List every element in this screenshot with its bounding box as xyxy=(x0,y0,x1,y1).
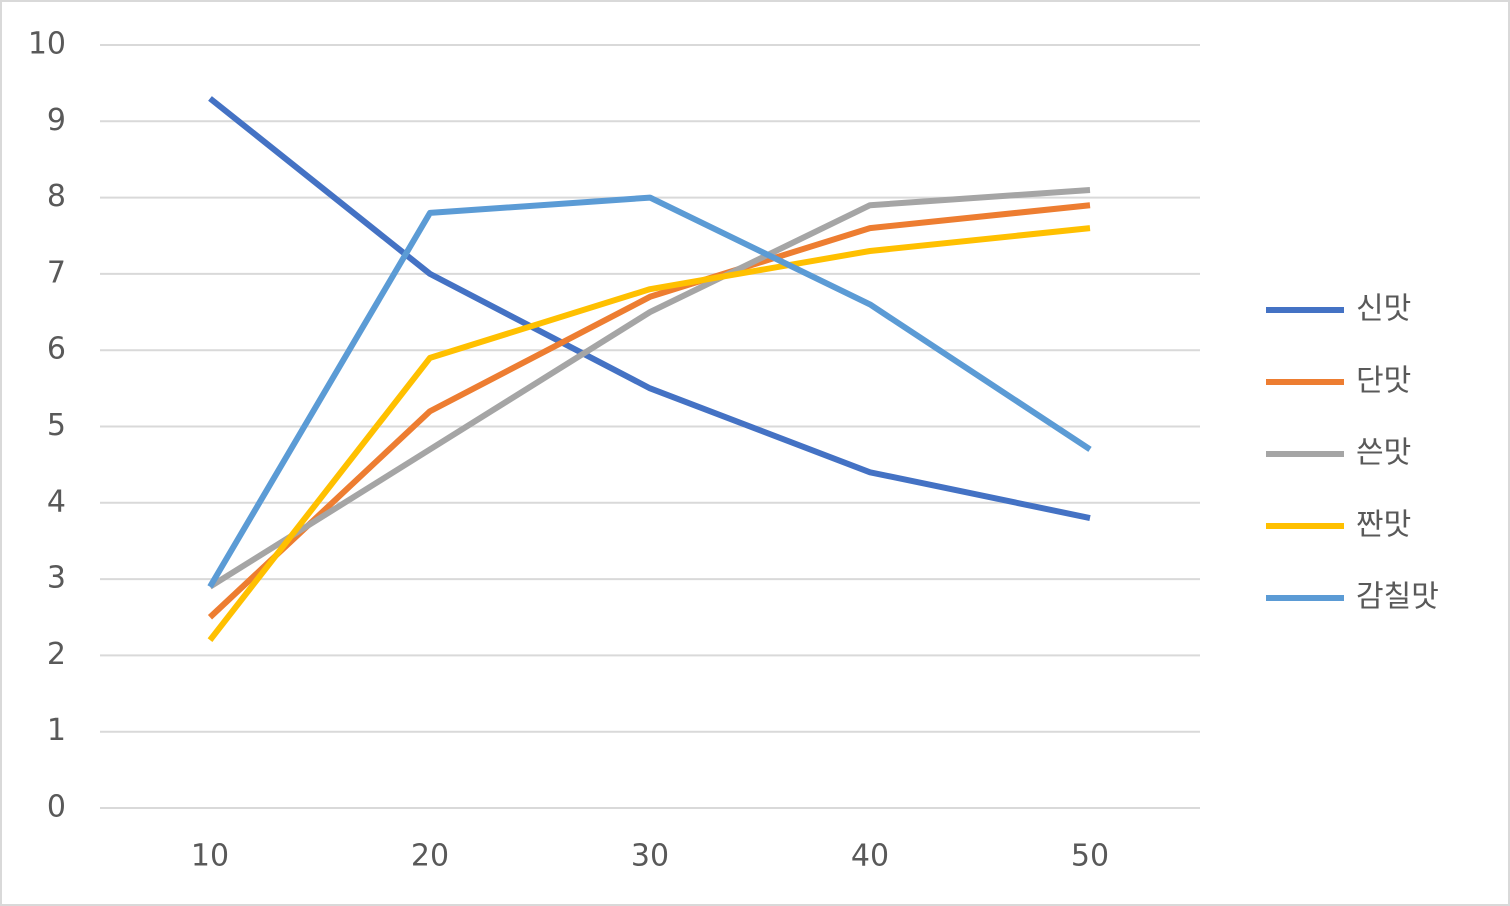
legend-label: 감칠맛 xyxy=(1356,580,1439,615)
line-series xyxy=(208,96,1091,521)
line-series xyxy=(207,225,1091,642)
legend-label: 단맛 xyxy=(1356,364,1411,399)
x-tick-label: 20 xyxy=(411,839,449,874)
x-tick-label: 40 xyxy=(851,839,889,874)
y-tick-label: 10 xyxy=(28,27,66,62)
legend-label: 신맛 xyxy=(1356,292,1411,327)
x-tick-label: 10 xyxy=(191,839,229,874)
y-tick-label: 4 xyxy=(47,484,66,519)
y-tick-label: 9 xyxy=(47,103,66,138)
y-tick-label: 8 xyxy=(47,179,66,214)
x-tick-label: 30 xyxy=(631,839,669,874)
line-series xyxy=(208,186,1091,590)
y-tick-label: 6 xyxy=(47,332,66,367)
legend-label: 짠맛 xyxy=(1356,508,1411,543)
y-tick-label: 3 xyxy=(47,561,66,596)
y-tick-label: 5 xyxy=(47,408,66,443)
y-tick-label: 2 xyxy=(47,637,66,672)
y-tick-label: 0 xyxy=(47,790,66,825)
y-tick-label: 7 xyxy=(47,255,66,290)
line-series xyxy=(207,202,1091,620)
legend-label: 쓴맛 xyxy=(1356,436,1411,471)
line-series xyxy=(207,194,1092,589)
x-tick-label: 50 xyxy=(1071,839,1109,874)
y-tick-label: 1 xyxy=(47,713,66,748)
